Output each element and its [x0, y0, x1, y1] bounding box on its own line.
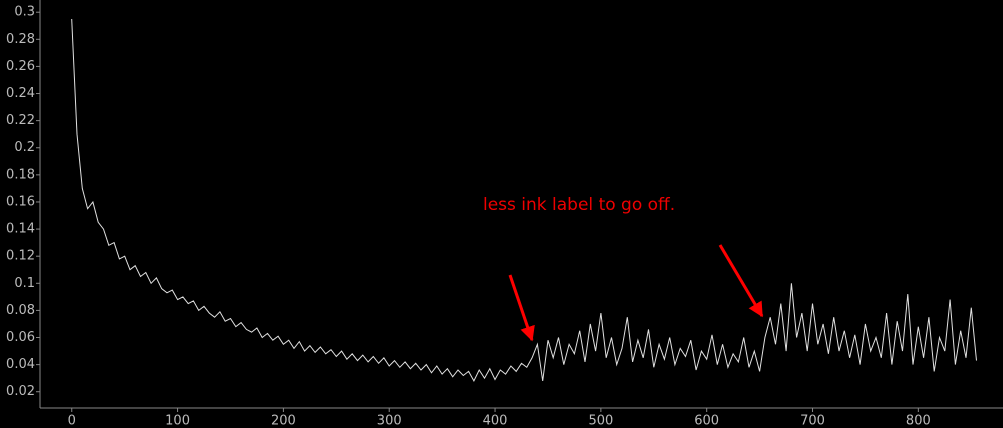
x-tick-label: 500 — [588, 414, 613, 428]
y-tick-label: 0.3 — [14, 5, 35, 20]
y-tick-label: 0.18 — [6, 167, 35, 182]
line — [71, 18, 977, 382]
y-tick-label: 0.26 — [6, 59, 35, 74]
x-tick-label: 0 — [68, 414, 76, 428]
y-tick-label: 0.24 — [6, 86, 35, 101]
y-tick-label: 0.14 — [6, 222, 35, 237]
y-tick-label: 0.2 — [14, 140, 35, 155]
x-tick-label: 300 — [377, 414, 402, 428]
x-tick-label: 100 — [165, 414, 190, 428]
y-tick-label: 0.1 — [14, 276, 35, 291]
y-tick-label: 0.16 — [6, 194, 35, 209]
arrow — [508, 274, 535, 342]
y-tick-label: 0.12 — [6, 249, 35, 264]
y-tick-label: 0.28 — [6, 32, 35, 47]
y-tick-label: 0.04 — [6, 357, 35, 372]
annotation: less ink label to go off. — [483, 195, 675, 215]
y-tick-label: 0.22 — [6, 113, 35, 128]
arrow — [718, 244, 764, 318]
x-tick-label: 400 — [483, 414, 508, 428]
y-tick-label: 0.08 — [6, 303, 35, 318]
x-tick-label: 600 — [694, 414, 719, 428]
y-tick-label: 0.02 — [6, 384, 35, 399]
x-tick-label: 700 — [800, 414, 825, 428]
x-tick-label: 200 — [271, 414, 296, 428]
x-tick-label: 800 — [906, 414, 931, 428]
y-tick-label: 0.06 — [6, 330, 35, 345]
